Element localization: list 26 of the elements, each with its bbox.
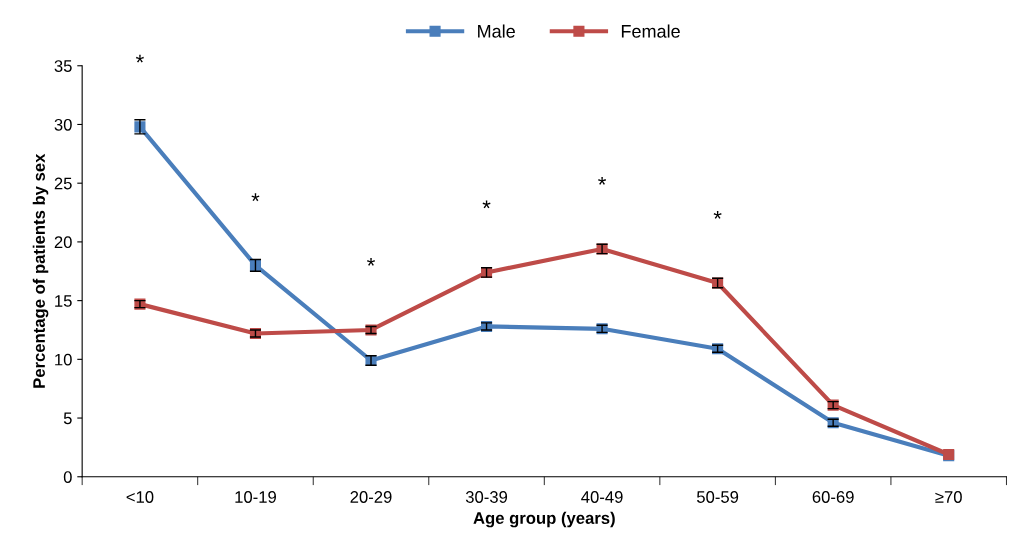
- annotation: *: [713, 210, 722, 219]
- y-axis-title: Percentage of patients by sex: [32, 153, 49, 388]
- y-tick-label: 15: [55, 295, 72, 307]
- x-tick-label: 50-59: [696, 491, 739, 503]
- x-tick-label: 20-29: [350, 491, 392, 503]
- y-tick-label: 0: [63, 471, 72, 483]
- y-tick-label: 5: [63, 412, 72, 425]
- y-tick-label: 25: [54, 177, 72, 190]
- annotation: *: [251, 193, 260, 202]
- x-tick-label: ≥70: [935, 491, 962, 503]
- legend-label: Male: [478, 24, 515, 38]
- annotation: *: [598, 176, 607, 185]
- x-tick-label: 30-39: [465, 491, 508, 503]
- annotation: *: [482, 200, 491, 209]
- x-axis-title: Age group (years): [473, 511, 615, 528]
- x-tick-label: <10: [126, 491, 154, 503]
- x-tick-label: 60-69: [812, 491, 854, 503]
- y-tick-label: 10: [55, 353, 72, 366]
- y-tick-label: 35: [54, 60, 72, 72]
- text: *: [135, 54, 144, 63]
- annotation: *: [367, 257, 375, 266]
- x-tick-label: 40-49: [581, 491, 623, 503]
- x-tick-label: 10-19: [235, 491, 276, 503]
- y-tick-label: 20: [54, 236, 72, 249]
- y-tick-label: 30: [54, 118, 72, 131]
- legend-label: Female: [621, 24, 680, 38]
